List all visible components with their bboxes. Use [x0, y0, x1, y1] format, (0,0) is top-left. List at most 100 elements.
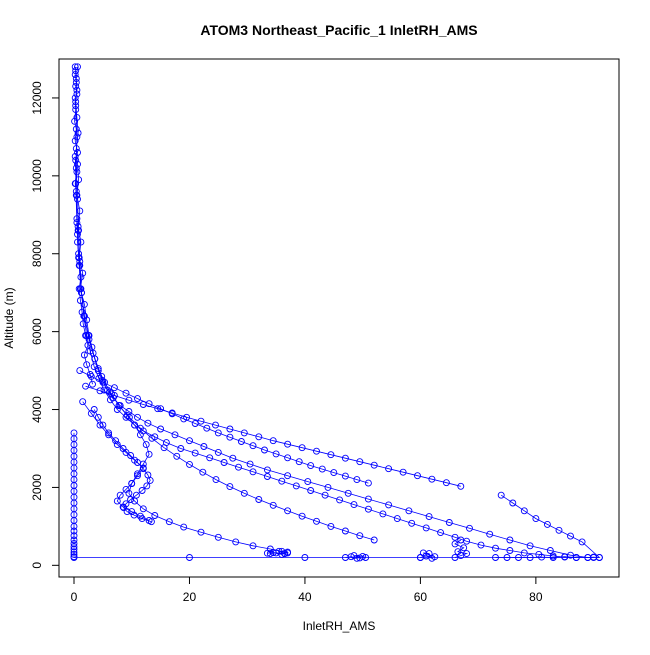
data-point: [72, 106, 80, 114]
data-point: [220, 459, 228, 466]
series-line: [75, 105, 577, 558]
y-tick-label: 12000: [30, 81, 44, 115]
data-point: [336, 496, 344, 504]
data-point: [74, 195, 81, 203]
data-point: [73, 133, 81, 141]
data-point: [115, 402, 123, 410]
data-point: [255, 433, 263, 441]
data-point: [154, 405, 162, 413]
data-point: [370, 536, 378, 544]
series-line: [74, 66, 78, 192]
data-point: [72, 125, 80, 133]
data-point: [74, 226, 82, 234]
data-point: [138, 515, 146, 523]
data-point: [91, 355, 99, 363]
x-tick-label: 60: [414, 590, 428, 604]
data-point: [130, 511, 138, 519]
data-point: [112, 437, 120, 445]
x-tick-label: 40: [298, 590, 312, 604]
data-point: [313, 517, 320, 525]
data-point: [128, 480, 136, 487]
data-point: [206, 454, 214, 462]
data-point: [327, 451, 335, 459]
data-point: [80, 312, 88, 320]
data-point: [321, 491, 329, 499]
data-point: [71, 117, 79, 125]
data-point: [278, 477, 286, 485]
data-point: [105, 431, 113, 439]
data-point: [269, 501, 277, 509]
data-point: [546, 547, 554, 554]
data-point: [83, 361, 91, 369]
data-point: [71, 94, 79, 102]
data-point: [105, 429, 113, 437]
data-point: [477, 541, 485, 549]
data-point: [240, 489, 248, 497]
y-tick-label: 2000: [30, 474, 44, 501]
data-point: [416, 554, 424, 561]
series-line: [75, 183, 375, 541]
data-point: [72, 78, 80, 86]
data-point: [72, 187, 80, 195]
data-point: [80, 300, 88, 308]
data-point: [145, 450, 153, 458]
data-point: [405, 507, 413, 515]
series-line: [76, 218, 93, 385]
data-point: [128, 508, 136, 516]
data-point: [168, 409, 176, 417]
series-line: [454, 539, 469, 558]
data-point: [214, 448, 222, 456]
data-point: [113, 441, 121, 449]
data-point: [301, 554, 309, 561]
data-point: [125, 396, 133, 404]
data-point: [199, 468, 207, 476]
data-point: [226, 483, 234, 491]
data-point: [148, 434, 156, 442]
data-point: [555, 526, 563, 534]
data-point: [75, 250, 83, 258]
data-point: [147, 518, 155, 526]
data-point: [269, 437, 277, 445]
data-point: [72, 82, 80, 90]
data-point: [203, 424, 211, 432]
data-point: [307, 487, 315, 494]
data-point: [284, 440, 292, 448]
data-point: [73, 168, 81, 176]
data-point: [71, 152, 79, 160]
data-point: [399, 468, 407, 476]
data-point: [460, 544, 468, 552]
data-point: [232, 538, 240, 546]
data-point: [71, 71, 79, 79]
data-point: [171, 431, 179, 439]
data-point: [183, 413, 191, 421]
data-point: [292, 482, 300, 490]
data-point: [341, 527, 349, 535]
data-point: [272, 450, 280, 458]
data-point: [543, 520, 551, 528]
data-point: [353, 476, 361, 484]
data-point: [186, 554, 193, 561]
data-point: [486, 530, 494, 538]
data-point: [119, 445, 127, 452]
data-point: [520, 507, 528, 515]
data-point: [249, 442, 257, 450]
data-point: [408, 519, 416, 527]
y-tick-label: 4000: [30, 396, 44, 423]
data-point: [414, 472, 421, 480]
data-point: [120, 504, 128, 512]
data-point: [370, 461, 378, 469]
data-point: [356, 532, 364, 540]
data-point: [318, 465, 326, 473]
data-point: [127, 496, 135, 503]
data-point: [123, 411, 131, 419]
series-10: [263, 547, 292, 558]
data-point: [313, 447, 320, 455]
data-point: [197, 417, 205, 425]
data-point: [304, 478, 312, 486]
data-point: [136, 424, 144, 432]
data-point: [261, 446, 268, 454]
data-point: [330, 469, 338, 477]
data-point: [122, 500, 130, 508]
data-point: [307, 462, 315, 470]
